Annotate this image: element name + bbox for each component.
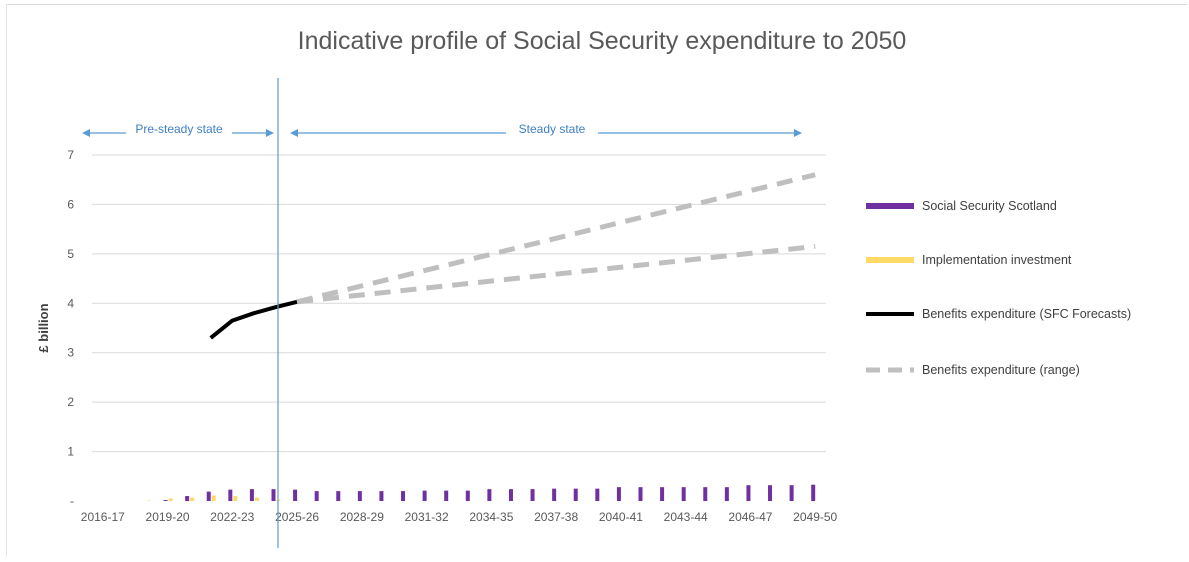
bar [190, 497, 195, 501]
bar [444, 490, 449, 501]
y-tick-label: 5 [67, 247, 74, 261]
bar [168, 498, 173, 501]
x-tick-label: 2043-44 [664, 510, 708, 524]
y-tick-label: 7 [67, 148, 74, 162]
bar [249, 489, 254, 501]
y-tick-label: 4 [67, 296, 74, 310]
bar [379, 491, 384, 501]
legend-swatch [866, 257, 914, 263]
bar [660, 487, 665, 501]
bar [336, 491, 341, 501]
bar [746, 485, 751, 501]
y-axis-label: £ billion [36, 303, 51, 352]
gridlines [92, 154, 826, 453]
bar [401, 491, 406, 501]
bar [293, 489, 298, 501]
legend-item: Social Security Scotland [866, 199, 1057, 213]
y-tick-label: 6 [67, 197, 74, 211]
bar [233, 496, 238, 501]
pre-steady-label: Pre-steady state [135, 122, 223, 136]
x-tick-label: 2016-17 [81, 510, 125, 524]
legend: Social Security Scotland Implementation i… [866, 199, 1131, 377]
x-tick-label: 2040-41 [599, 510, 643, 524]
steady-label: Steady state [519, 122, 586, 136]
y-axis-ticks: - 1 2 3 4 5 6 7 [67, 148, 74, 508]
bar [638, 487, 643, 501]
bar [211, 495, 216, 501]
y-tick-label: 2 [67, 395, 74, 409]
bar [573, 488, 578, 501]
bar [508, 489, 513, 501]
x-tick-label: 2019-20 [146, 510, 190, 524]
bar [357, 491, 362, 501]
x-axis-ticks: 2016-17 2019-20 2022-23 2025-26 2028-29 2031-… [81, 510, 838, 524]
pre-steady-arrow: Pre-steady state [82, 122, 274, 137]
bar [811, 484, 816, 501]
legend-label: Social Security Scotland [922, 199, 1057, 213]
bar [789, 485, 794, 501]
bar [681, 487, 686, 501]
legend-label: Benefits expenditure (SFC Forecasts) [922, 307, 1131, 321]
bar [552, 488, 557, 501]
bar [271, 489, 276, 501]
x-tick-label: 2031-32 [405, 510, 449, 524]
legend-label: Benefits expenditure (range) [922, 363, 1080, 377]
bar [530, 489, 535, 501]
legend-swatch [866, 203, 914, 209]
bar [724, 487, 729, 501]
lines [209, 172, 816, 340]
forecast-line [209, 299, 298, 340]
bar [595, 488, 600, 501]
bar [703, 487, 708, 501]
range-line [296, 172, 816, 305]
x-tick-label: 2025-26 [275, 510, 319, 524]
x-tick-label: 2028-29 [340, 510, 384, 524]
bar [422, 490, 427, 501]
bar [206, 491, 211, 501]
bar [163, 500, 168, 501]
bar [254, 497, 259, 501]
bar [487, 489, 492, 501]
bar [616, 487, 621, 501]
y-tick-label: 1 [67, 445, 74, 459]
legend-label: Implementation investment [922, 253, 1072, 267]
bar [768, 485, 773, 501]
x-tick-label: 2046-47 [728, 510, 772, 524]
y-tick-label: 3 [67, 346, 74, 360]
x-tick-label: 2034-35 [469, 510, 513, 524]
legend-item: Benefits expenditure (range) [866, 363, 1080, 377]
legend-item: Benefits expenditure (SFC Forecasts) [866, 307, 1131, 321]
x-tick-label: 2022-23 [210, 510, 254, 524]
legend-item: Implementation investment [866, 253, 1072, 267]
x-tick-label: 2037-38 [534, 510, 578, 524]
bar [185, 496, 190, 501]
range-line [296, 243, 816, 305]
x-tick-label: 2049-50 [793, 510, 837, 524]
bar [465, 490, 470, 501]
chart-title: Indicative profile of Social Security ex… [298, 27, 907, 55]
bars [146, 484, 816, 501]
steady-arrow: Steady state [290, 122, 802, 137]
bar [314, 491, 319, 501]
y-tick-label: - [70, 494, 74, 508]
bar [228, 489, 233, 501]
chart-frame [6, 4, 1187, 557]
